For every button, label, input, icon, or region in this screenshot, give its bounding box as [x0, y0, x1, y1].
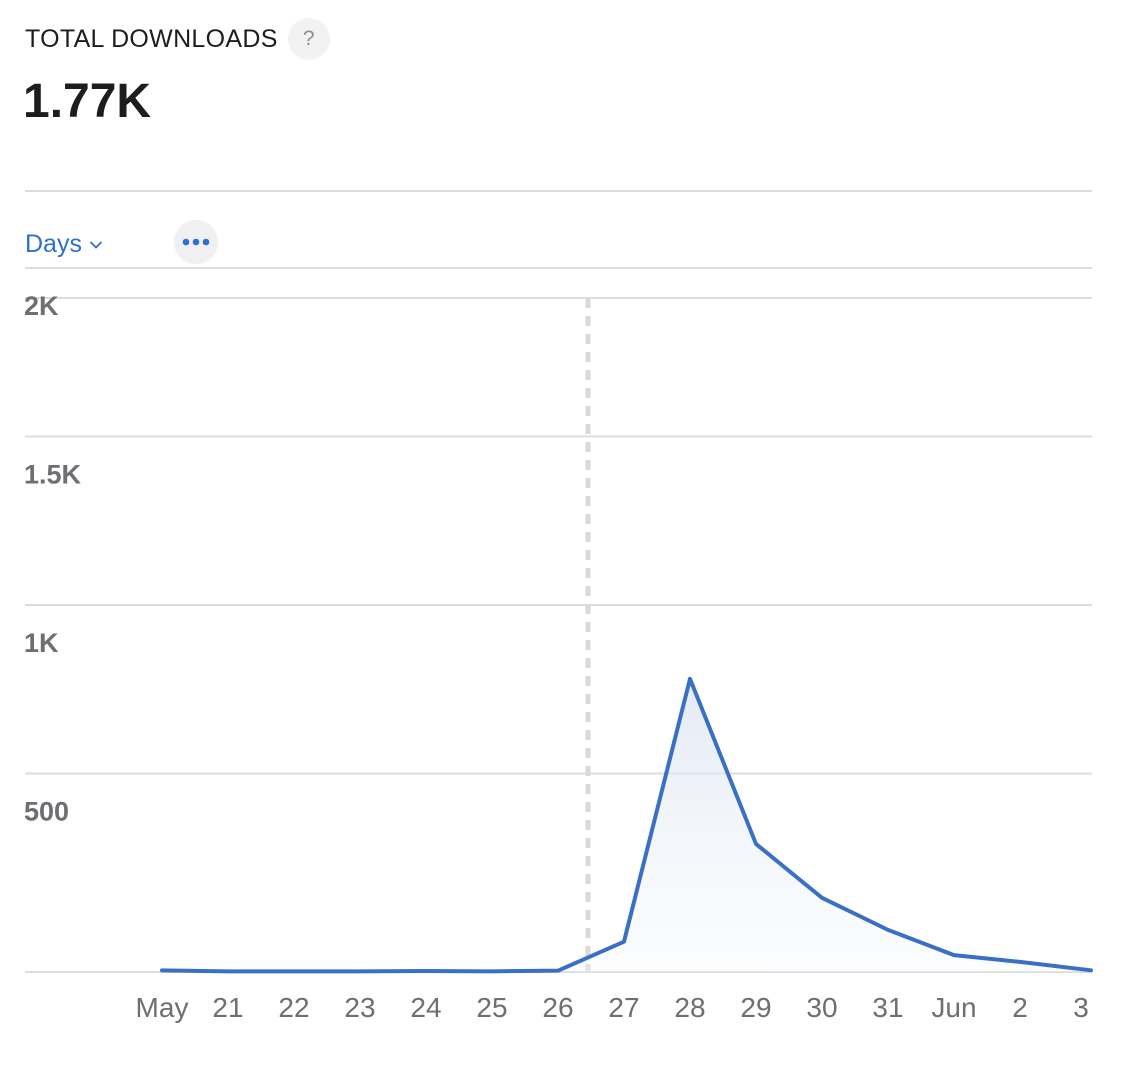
x-tick-label: 28 — [674, 992, 705, 1023]
x-tick-label: 31 — [872, 992, 903, 1023]
x-tick-label: 2 — [1012, 992, 1028, 1023]
help-button[interactable]: ? — [287, 18, 330, 60]
more-options-button[interactable] — [174, 220, 218, 264]
x-tick-label: 24 — [410, 992, 441, 1023]
divider — [25, 190, 1092, 192]
x-tick-label: 27 — [608, 992, 639, 1023]
period-select-label: Days — [25, 230, 82, 258]
metric-header: TOTAL DOWNLOADS ? — [25, 18, 330, 60]
chart-controls: Days — [25, 220, 1092, 270]
x-tick-label: 22 — [278, 992, 309, 1023]
x-tick-label: 26 — [542, 992, 573, 1023]
y-tick-label: 1K — [24, 628, 59, 658]
more-dots-icon — [182, 238, 210, 246]
x-tick-label: 25 — [476, 992, 507, 1023]
x-tick-label: May — [136, 992, 189, 1023]
x-tick-label: 3 — [1073, 992, 1089, 1023]
x-tick-label: 23 — [344, 992, 375, 1023]
chevron-down-icon — [90, 241, 102, 248]
y-tick-label: 500 — [24, 797, 69, 827]
series-line — [160, 676, 1093, 974]
y-tick-label: 2K — [24, 291, 59, 321]
x-tick-label: 21 — [212, 992, 243, 1023]
metric-title: TOTAL DOWNLOADS — [25, 24, 278, 53]
y-tick-label: 1.5K — [24, 460, 82, 490]
period-select[interactable]: Days — [25, 230, 102, 259]
x-tick-label: Jun — [931, 992, 976, 1023]
metric-value: 1.77K — [23, 75, 152, 128]
x-tick-label: 30 — [806, 992, 837, 1023]
x-tick-label: 29 — [740, 992, 771, 1023]
